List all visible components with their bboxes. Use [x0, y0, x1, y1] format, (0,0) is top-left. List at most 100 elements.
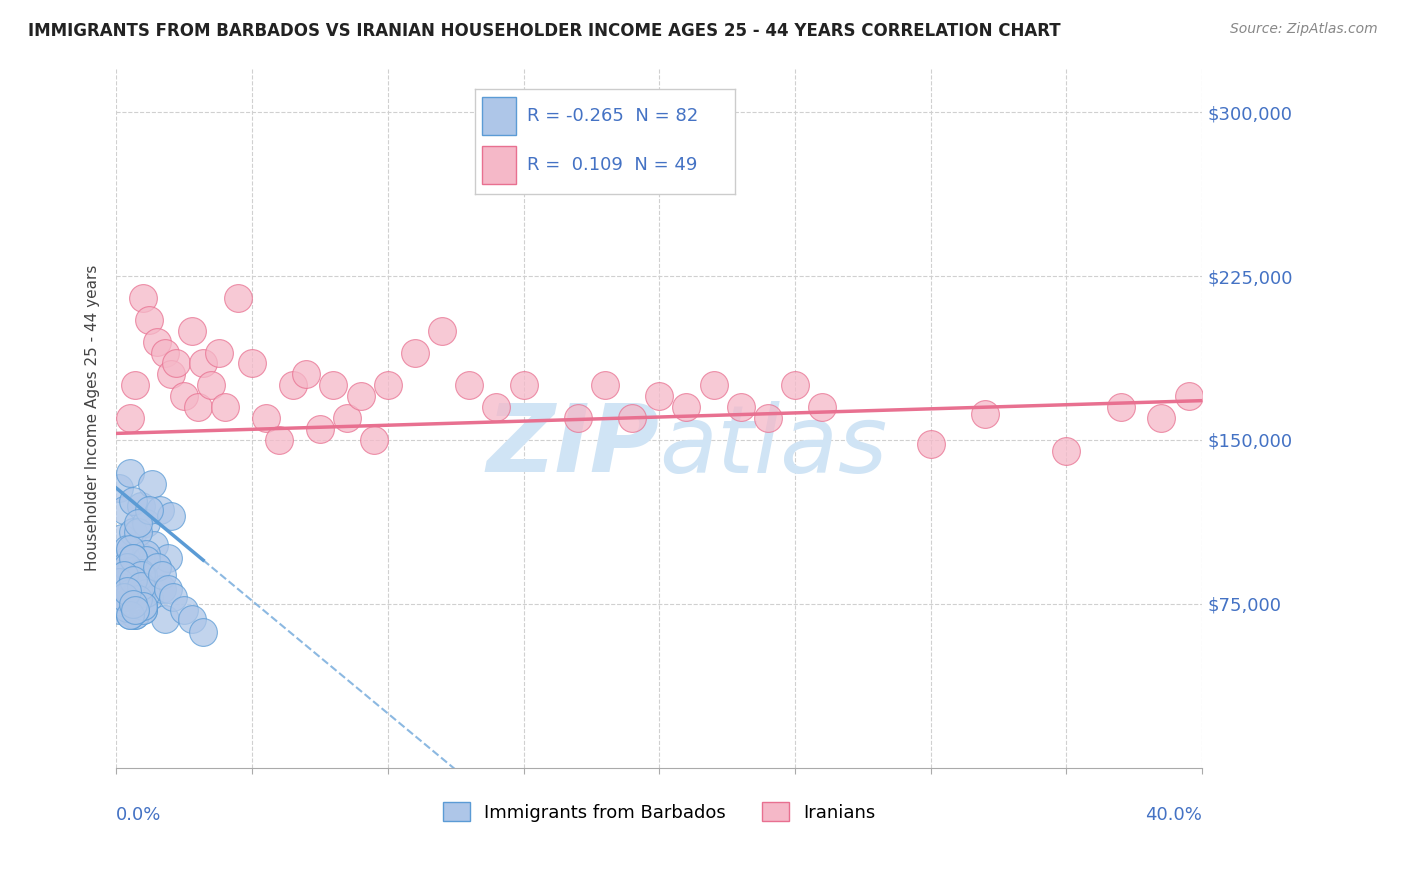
Point — [132, 291, 155, 305]
Point — [129, 582, 152, 596]
Point — [121, 591, 143, 605]
Point — [146, 334, 169, 349]
Point — [153, 345, 176, 359]
Point — [159, 509, 181, 524]
Point — [118, 594, 141, 608]
Point — [200, 378, 222, 392]
Point — [129, 566, 152, 581]
Point — [124, 603, 146, 617]
Point — [621, 411, 644, 425]
Point — [112, 568, 135, 582]
Text: atlas: atlas — [659, 401, 887, 491]
Point — [111, 594, 134, 608]
Point — [108, 603, 131, 617]
Text: 40.0%: 40.0% — [1146, 806, 1202, 824]
Point — [240, 356, 263, 370]
Point — [162, 591, 184, 605]
Point — [149, 503, 172, 517]
Point — [295, 368, 318, 382]
Point — [214, 400, 236, 414]
Point — [173, 389, 195, 403]
Point — [132, 568, 155, 582]
Point — [132, 599, 155, 613]
Point — [124, 564, 146, 578]
Legend: Immigrants from Barbados, Iranians: Immigrants from Barbados, Iranians — [443, 802, 876, 822]
Point — [112, 568, 135, 582]
Point — [138, 591, 160, 605]
Point — [648, 389, 671, 403]
Point — [115, 574, 138, 589]
Point — [135, 547, 157, 561]
Point — [124, 378, 146, 392]
Point — [783, 378, 806, 392]
Text: ZIP: ZIP — [486, 401, 659, 492]
Point — [156, 582, 179, 596]
Point — [112, 503, 135, 517]
Point — [269, 433, 291, 447]
Point — [254, 411, 277, 425]
Point — [187, 400, 209, 414]
Point — [129, 568, 152, 582]
Point — [485, 400, 508, 414]
Point — [191, 625, 214, 640]
Text: IMMIGRANTS FROM BARBADOS VS IRANIAN HOUSEHOLDER INCOME AGES 25 - 44 YEARS CORREL: IMMIGRANTS FROM BARBADOS VS IRANIAN HOUS… — [28, 22, 1060, 40]
Point — [181, 324, 204, 338]
Point — [811, 400, 834, 414]
Point — [121, 494, 143, 508]
Point — [730, 400, 752, 414]
Point — [567, 411, 589, 425]
Point — [124, 568, 146, 582]
Point — [675, 400, 697, 414]
Point — [127, 582, 149, 596]
Point — [281, 378, 304, 392]
Point — [111, 597, 134, 611]
Point — [135, 516, 157, 530]
Text: Source: ZipAtlas.com: Source: ZipAtlas.com — [1230, 22, 1378, 37]
Point — [974, 407, 997, 421]
Point — [363, 433, 385, 447]
Point — [702, 378, 724, 392]
Point — [208, 345, 231, 359]
Point — [127, 524, 149, 539]
Point — [127, 516, 149, 530]
Point — [349, 389, 371, 403]
Point — [173, 603, 195, 617]
Point — [121, 573, 143, 587]
Point — [118, 564, 141, 578]
Point — [512, 378, 534, 392]
Point — [118, 607, 141, 622]
Point — [115, 559, 138, 574]
Point — [228, 291, 250, 305]
Point — [458, 378, 481, 392]
Point — [165, 356, 187, 370]
Point — [152, 582, 174, 596]
Point — [108, 574, 131, 589]
Y-axis label: Householder Income Ages 25 - 44 years: Householder Income Ages 25 - 44 years — [86, 265, 100, 571]
Point — [118, 466, 141, 480]
Point — [135, 586, 157, 600]
Point — [127, 592, 149, 607]
Point — [129, 579, 152, 593]
Point — [404, 345, 426, 359]
Point — [124, 603, 146, 617]
Point — [129, 499, 152, 513]
Point — [118, 542, 141, 557]
Point — [132, 574, 155, 589]
Point — [1109, 400, 1132, 414]
Point — [132, 603, 155, 617]
Point — [138, 503, 160, 517]
Text: 0.0%: 0.0% — [117, 806, 162, 824]
Point — [159, 368, 181, 382]
Point — [115, 583, 138, 598]
Point — [129, 586, 152, 600]
Point — [1150, 411, 1173, 425]
Point — [111, 531, 134, 545]
Point — [191, 356, 214, 370]
Point — [112, 591, 135, 605]
Point — [138, 313, 160, 327]
Point — [127, 582, 149, 596]
Point — [112, 568, 135, 582]
Point — [118, 607, 141, 622]
Point — [141, 476, 163, 491]
Point — [121, 597, 143, 611]
